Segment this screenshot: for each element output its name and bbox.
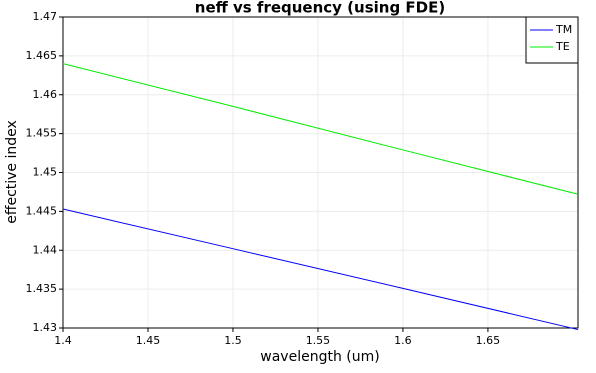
y-tick-label: 1.44 xyxy=(33,243,58,256)
plot-frame xyxy=(62,16,579,329)
series-line xyxy=(62,63,579,195)
legend-label: TE xyxy=(555,40,570,53)
y-tick-label: 1.45 xyxy=(33,166,58,179)
x-tick-label: 1.45 xyxy=(136,334,161,347)
legend-box xyxy=(525,16,579,64)
x-tick-label: 1.4 xyxy=(54,334,72,347)
y-tick-label: 1.445 xyxy=(26,204,58,217)
y-tick-label: 1.435 xyxy=(26,282,58,295)
y-tick-label: 1.455 xyxy=(26,127,58,140)
x-tick-label: 1.5 xyxy=(224,334,242,347)
y-tick-label: 1.46 xyxy=(33,88,58,101)
y-tick-label: 1.47 xyxy=(33,10,58,23)
series-line xyxy=(62,208,579,331)
x-tick-label: 1.65 xyxy=(476,334,501,347)
x-tick-label: 1.6 xyxy=(394,334,412,347)
y-axis-label: effective index xyxy=(4,120,20,224)
y-tick-label: 1.43 xyxy=(33,321,58,334)
x-tick-label: 1.55 xyxy=(306,334,331,347)
legend-label: TM xyxy=(555,23,572,36)
y-tick-label: 1.465 xyxy=(26,49,58,62)
x-axis-label: wavelength (um) xyxy=(260,349,379,365)
chart-title: neff vs frequency (using FDE) xyxy=(195,0,445,17)
